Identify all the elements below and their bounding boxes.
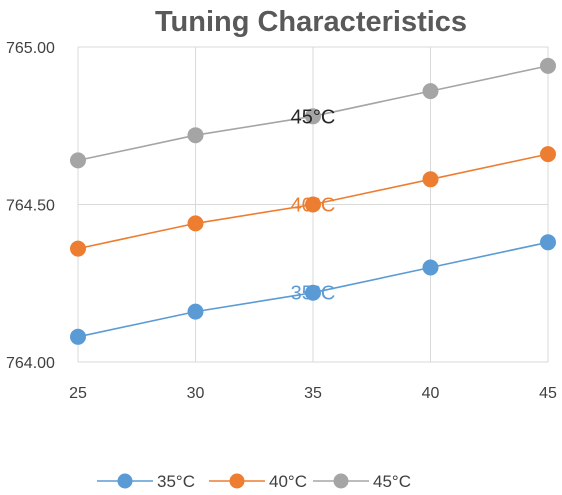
chart-title: Tuning Characteristics — [155, 6, 467, 38]
data-point — [305, 284, 321, 301]
data-point — [187, 127, 204, 144]
legend: 35°C 40°C 45°C — [97, 472, 411, 491]
series-label: 45°C — [291, 106, 336, 128]
data-point — [540, 234, 556, 251]
data-point — [422, 259, 439, 276]
data-point — [70, 152, 86, 169]
data-point — [70, 328, 86, 345]
legend-marker — [229, 473, 245, 489]
y-axis-ticks: 764.00 764.50 765.00 — [6, 40, 55, 372]
data-point — [187, 215, 204, 232]
legend-item: 45°C — [313, 472, 411, 491]
x-tick-label: 40 — [422, 385, 440, 402]
series-0 — [70, 234, 556, 345]
series-1 — [70, 146, 556, 257]
series-2 — [70, 57, 556, 169]
x-tick-label: 45 — [539, 385, 557, 402]
data-point — [540, 57, 556, 74]
y-tick-label: 764.50 — [6, 198, 55, 215]
x-tick-label: 25 — [69, 385, 87, 402]
data-point — [540, 146, 556, 163]
legend-item: 40°C — [209, 472, 307, 491]
series-label: 40°C — [291, 195, 336, 217]
y-tick-label: 765.00 — [6, 40, 55, 57]
x-tick-label: 35 — [304, 385, 322, 402]
series-lines — [70, 57, 556, 345]
legend-label: 35°C — [157, 472, 195, 491]
series-labels: 35°C 40°C 45°C — [291, 106, 336, 304]
legend-item: 35°C — [97, 472, 195, 491]
x-axis-ticks: 25 30 35 40 45 — [69, 385, 557, 402]
data-point — [187, 303, 204, 320]
x-tick-label: 30 — [187, 385, 205, 402]
legend-label: 40°C — [269, 472, 307, 491]
legend-label: 45°C — [373, 472, 411, 491]
legend-marker — [333, 473, 349, 489]
legend-marker — [117, 473, 133, 489]
data-point — [422, 83, 439, 100]
data-point — [70, 240, 86, 257]
series-label: 35°C — [291, 283, 336, 305]
data-point — [305, 196, 321, 213]
data-point — [305, 108, 321, 125]
y-tick-label: 764.00 — [6, 355, 55, 372]
data-point — [422, 171, 439, 188]
